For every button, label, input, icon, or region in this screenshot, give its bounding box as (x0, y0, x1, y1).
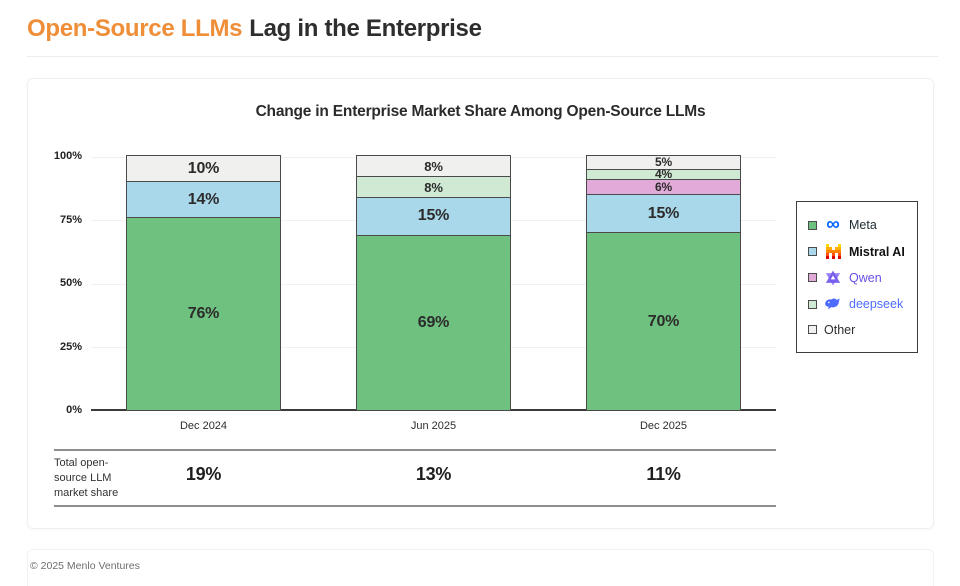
legend-label-mistral: Mistral AI (849, 244, 905, 259)
segment-value-label: 15% (647, 204, 680, 222)
segment-value-label: 8% (424, 158, 443, 174)
segment-value-label: 69% (417, 313, 450, 331)
legend-item-deepseek: deepseek (808, 296, 913, 312)
bar-segment-qwen: 6% (587, 178, 740, 195)
qwen-swatch (808, 273, 817, 283)
segment-value-label: 4% (655, 167, 672, 182)
bar-segment-meta: 76% (127, 216, 280, 410)
plot-area: 10% 14% 76% 8% 8% 15% 69% 5% 4% 6% 15% 70% (91, 155, 776, 411)
segment-value-label: 76% (187, 304, 220, 322)
chart-title: Change in Enterprise Market Share Among … (255, 103, 706, 120)
summary-row-label: Total open- source LLM market share (54, 456, 118, 501)
page-title-highlight: Open-Source LLMs (27, 15, 243, 42)
bar-segment-mistral-ai: 14% (127, 181, 280, 217)
summary-divider-bottom (54, 505, 776, 507)
summary-value-dec-2024: 19% (185, 464, 222, 484)
legend-label-meta: Meta (849, 218, 877, 233)
y-axis-tick-25: 25% (59, 340, 82, 353)
y-axis-tick-75: 75% (59, 213, 82, 226)
stacked-bar-dec-2024: 10% 14% 76% (126, 155, 281, 411)
bar-segment-meta: 70% (587, 232, 740, 410)
summary-label-line: source LLM (54, 472, 112, 484)
bar-segment-other: 5% (587, 156, 740, 169)
meta-infinity-icon: ∞ (826, 214, 840, 236)
stacked-bar-jun-2025: 8% 8% 15% 69% (356, 155, 511, 411)
legend-label-other: Other (824, 322, 856, 337)
bar-segment-other: 8% (357, 156, 510, 177)
legend-item-mistral: Mistral AI (808, 244, 913, 260)
bar-segment-mistral-ai: 15% (587, 194, 740, 233)
x-axis-label-dec-2025: Dec 2025 (639, 420, 688, 432)
stacked-bar-dec-2025: 5% 4% 6% 15% 70% (586, 155, 741, 411)
segment-value-label: 14% (187, 190, 220, 208)
segment-value-label: 5% (655, 155, 672, 170)
page-title: Open-Source LLMs Lag in the Enterprise (27, 15, 482, 43)
qwen-logo-icon (824, 270, 842, 286)
bar-segment-mistral-ai: 15% (357, 196, 510, 235)
legend-label-deepseek: deepseek (849, 297, 904, 312)
bar-segment-other: 10% (127, 156, 280, 182)
legend-label-qwen: Qwen (849, 270, 882, 285)
bar-segment-meta: 69% (357, 234, 510, 410)
segment-value-label: 8% (424, 179, 443, 195)
segment-value-label: 70% (647, 312, 680, 330)
chart-card: Change in Enterprise Market Share Among … (27, 78, 934, 529)
x-axis-label-jun-2025: Jun 2025 (410, 420, 457, 432)
other-swatch (808, 325, 817, 335)
summary-label-line: market share (54, 487, 119, 499)
copyright-text: © 2025 Menlo Ventures (30, 560, 140, 572)
summary-value-jun-2025: 13% (415, 464, 452, 484)
summary-value-dec-2025: 11% (646, 464, 681, 484)
footer-panel (27, 549, 934, 586)
chart-legend: ∞ Meta Mistral AI (796, 201, 918, 353)
segment-value-label: 15% (417, 207, 450, 225)
mistral-swatch (808, 247, 817, 257)
legend-item-other: Other (808, 323, 913, 337)
legend-item-qwen: Qwen (808, 270, 913, 286)
bar-segment-deepseek: 4% (587, 167, 740, 182)
legend-item-meta: ∞ Meta (808, 214, 913, 236)
deepseek-swatch (808, 299, 817, 309)
y-axis-tick-100: 100% (53, 150, 82, 162)
bar-segment-deepseek: 8% (357, 176, 510, 197)
y-axis-tick-0: 0% (66, 404, 82, 416)
deepseek-whale-icon (824, 296, 842, 312)
summary-label-line: Total open- (54, 457, 109, 469)
y-axis-tick-50: 50% (59, 277, 82, 289)
header-divider (27, 56, 938, 57)
segment-value-label: 6% (655, 179, 672, 194)
x-axis-label-dec-2024: Dec 2024 (179, 420, 228, 432)
meta-swatch (808, 220, 817, 230)
summary-divider-top (54, 449, 776, 451)
segment-value-label: 10% (187, 159, 220, 177)
page-title-rest: Lag in the Enterprise (249, 15, 482, 42)
mistral-logo-icon (824, 244, 842, 260)
